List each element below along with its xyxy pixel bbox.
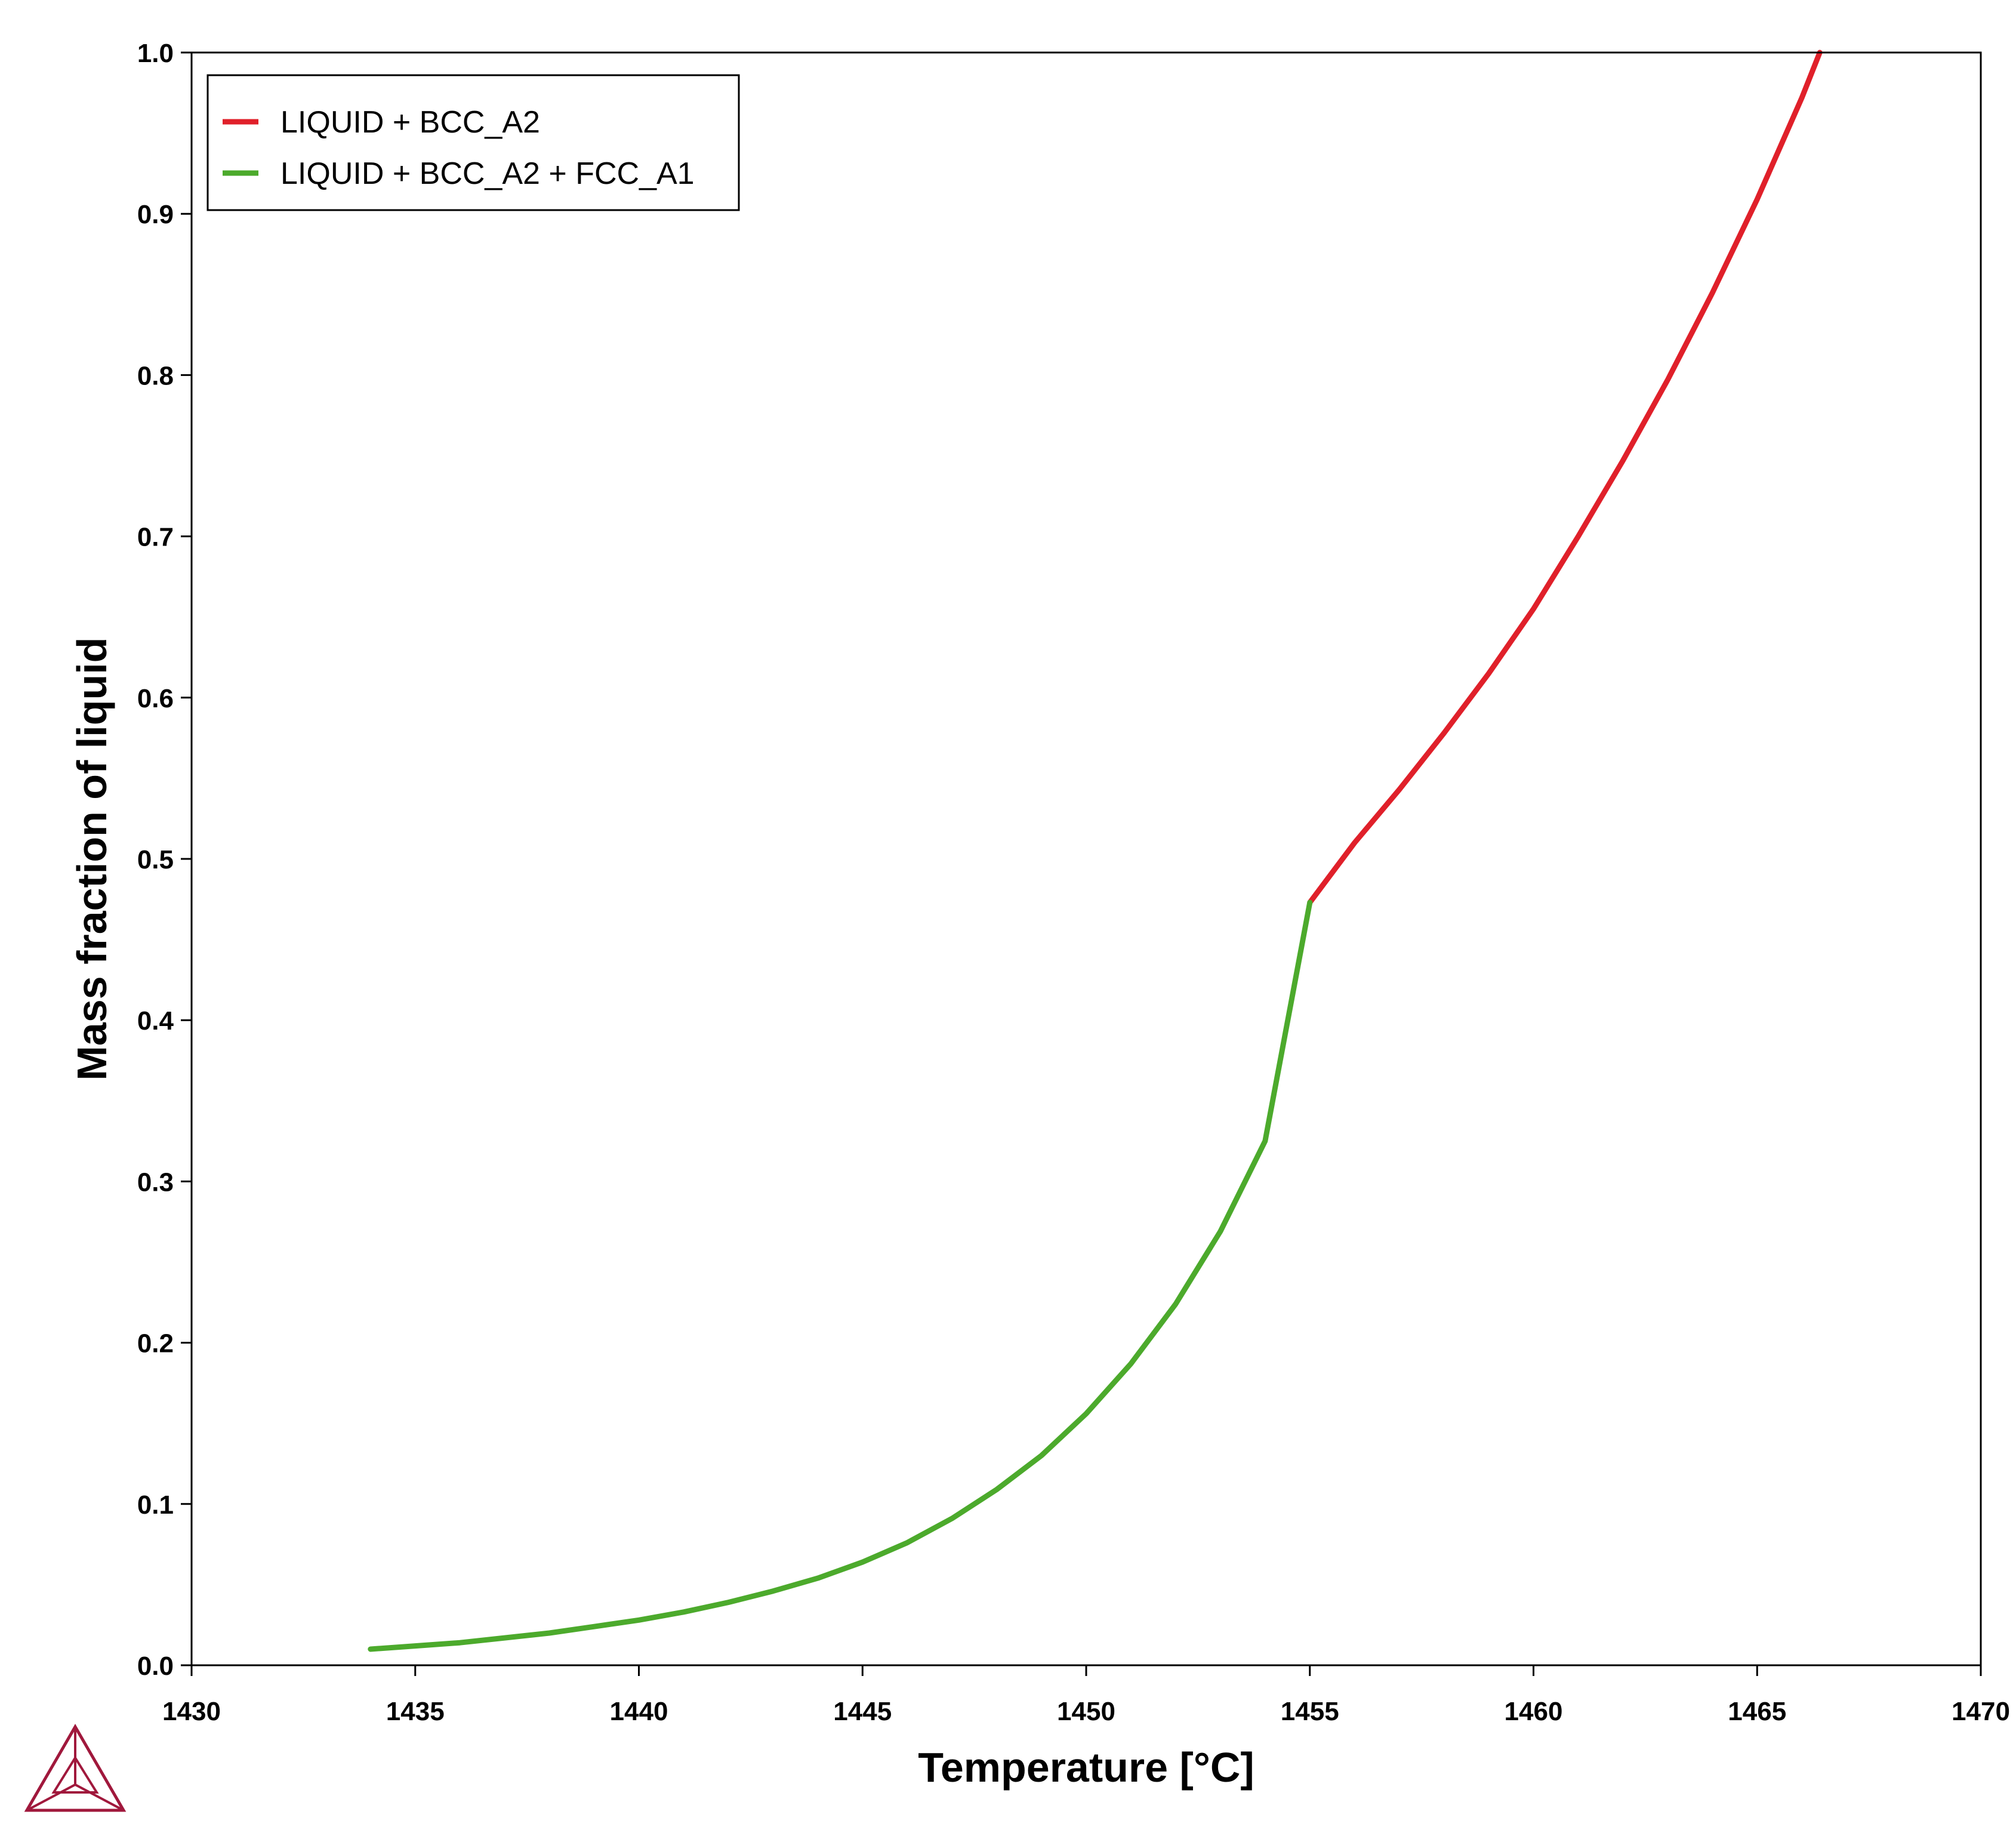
legend-box	[206, 74, 740, 211]
x-tick-label: 1435	[386, 1697, 445, 1726]
y-tick-label: 0.3	[137, 1167, 174, 1197]
x-tick-label: 1470	[1952, 1697, 2010, 1726]
x-axis: 1430 1435 1440 1445 1450 1455 1460 1465 1470	[162, 1665, 2010, 1726]
legend-label-liquid-bcc-fcc: LIQUID + BCC_A2 + FCC_A1	[280, 156, 695, 191]
logo-line-right	[75, 1783, 124, 1811]
y-tick-label: 0.8	[137, 361, 174, 390]
x-tick-label: 1460	[1505, 1697, 1563, 1726]
x-axis-title: Temperature [°C]	[918, 1744, 1254, 1791]
series-line-1	[368, 899, 1313, 1652]
y-tick-label: 0.7	[137, 523, 174, 552]
x-tick-label: 1465	[1728, 1697, 1786, 1726]
logo-line-left	[26, 1783, 76, 1811]
legend-label-liquid-bcc: LIQUID + BCC_A2	[280, 105, 540, 140]
x-tick-label: 1455	[1281, 1697, 1339, 1726]
x-tick-label: 1445	[833, 1697, 892, 1726]
y-tick-label: 0.0	[137, 1652, 174, 1681]
x-tick-label: 1430	[162, 1697, 221, 1726]
y-tick-label: 0.6	[137, 684, 174, 713]
series-layer	[368, 50, 1823, 1652]
x-tick-label: 1450	[1057, 1697, 1115, 1726]
y-tick-label: 0.9	[137, 200, 174, 229]
logo-triangle-outer	[24, 1724, 127, 1812]
y-tick-label: 0.1	[137, 1490, 174, 1520]
x-tick-label: 1440	[610, 1697, 668, 1726]
thermo-calc-logo	[24, 1724, 127, 1812]
y-tick-label: 0.2	[137, 1329, 174, 1358]
y-tick-label: 0.5	[137, 845, 174, 874]
y-axis: 0.0 0.1 0.2 0.3 0.4 0.5 0.6 0.7 0.8 0.9 1.0	[137, 39, 192, 1681]
logo-triangle-inner	[51, 1755, 99, 1794]
legend: LIQUID + BCC_A2 LIQUID + BCC_A2 + FCC_A1	[206, 74, 740, 211]
y-tick-label: 1.0	[137, 39, 174, 68]
y-axis-title: Mass fraction of liquid	[69, 637, 115, 1081]
y-tick-label: 0.4	[137, 1006, 174, 1036]
series-line-0	[1307, 50, 1823, 905]
